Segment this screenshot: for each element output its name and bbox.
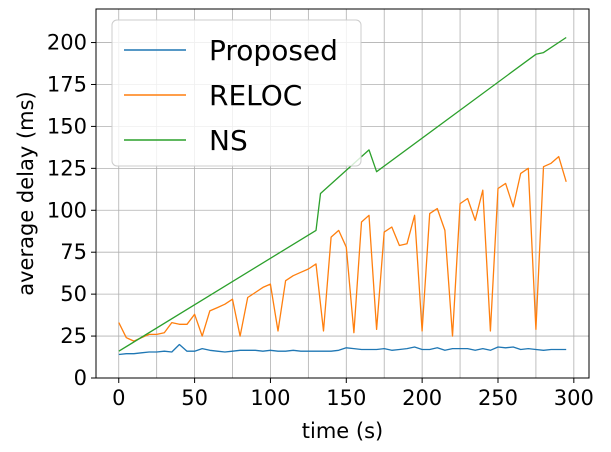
y-axis-label: average delay (ms) xyxy=(14,91,38,295)
y-tick-label: 50 xyxy=(60,282,87,306)
x-tick-label: 150 xyxy=(326,386,366,410)
x-tick-label: 300 xyxy=(554,386,594,410)
legend: Proposed RELOC NS xyxy=(111,19,362,167)
legend-box xyxy=(111,19,362,167)
y-tick-label: 25 xyxy=(60,324,87,348)
x-tick-label: 50 xyxy=(181,386,208,410)
series-line-proposed xyxy=(118,343,567,356)
series-line-ns xyxy=(118,36,567,352)
y-tick-label: 0 xyxy=(74,366,87,390)
y-tick-label: 100 xyxy=(47,198,87,222)
x-tick-label: 250 xyxy=(478,386,518,410)
plot-area-frame xyxy=(95,8,590,379)
legend-label-proposed: Proposed xyxy=(209,34,338,67)
series-lines xyxy=(118,36,567,356)
y-tick-label: 150 xyxy=(47,114,87,138)
axis-ticks: 0 50 100 150 200 250 300 0 25 50 75 100 125 150 175 200 xyxy=(47,31,594,410)
series-line-reloc xyxy=(118,155,567,342)
y-tick-label: 200 xyxy=(47,31,87,55)
x-tick-label: 200 xyxy=(402,386,442,410)
x-tick-label: 0 xyxy=(112,386,125,410)
y-tick-label: 75 xyxy=(60,240,87,264)
x-tick-label: 100 xyxy=(250,386,290,410)
x-axis-label: time (s) xyxy=(302,419,383,443)
y-tick-label: 125 xyxy=(47,156,87,180)
legend-label-ns: NS xyxy=(209,124,248,157)
legend-label-reloc: RELOC xyxy=(209,79,302,112)
y-tick-label: 175 xyxy=(47,72,87,96)
